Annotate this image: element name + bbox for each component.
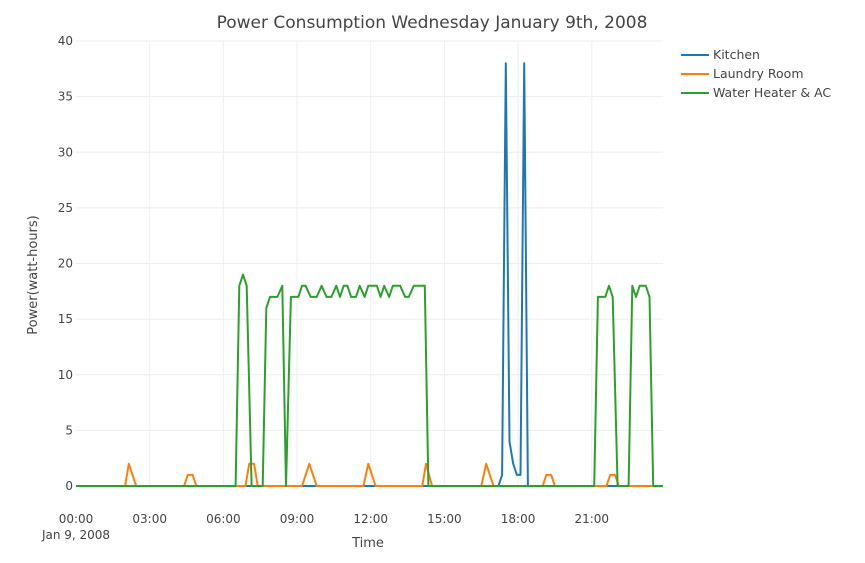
y-tick-label: 30 [58,145,73,159]
x-axis-ticks: 00:00 Jan 9, 2008 03:00 06:00 09:00 12:00 15:0… [41,512,609,542]
x-tick-label: 00:00 [59,512,94,526]
x-tick-label: 15:00 [427,512,462,526]
series-line-water-heater-ac [76,273,663,487]
x-tick-label: 06:00 [206,512,241,526]
x-tick-label: 03:00 [132,512,167,526]
y-tick-label: 35 [58,90,73,104]
legend-label: Laundry Room [713,66,804,81]
y-tick-label: 25 [58,201,73,215]
y-tick-label: 10 [58,368,73,382]
y-tick-label: 0 [65,479,73,493]
y-tick-label: 20 [58,257,73,271]
x-tick-label: 09:00 [280,512,315,526]
x-tick-sublabel: Jan 9, 2008 [41,528,110,542]
x-tick-label: 21:00 [574,512,609,526]
legend-item-kitchen[interactable]: Kitchen [681,47,760,62]
x-tick-label: 12:00 [353,512,388,526]
legend-item-laundry-room[interactable]: Laundry Room [681,66,804,81]
x-axis-title: Time [351,536,384,551]
x-tick-label: 18:00 [501,512,536,526]
grid [76,40,663,487]
legend[interactable]: Kitchen Laundry Room Water Heater & AC [681,47,831,100]
legend-label: Kitchen [713,47,760,62]
y-tick-label: 15 [58,312,73,326]
y-axis-title: Power(watt-hours) [26,215,41,334]
chart-title: Power Consumption Wednesday January 9th,… [217,13,648,33]
legend-label: Water Heater & AC [713,85,831,100]
y-tick-label: 40 [58,34,73,48]
legend-item-water-heater-ac[interactable]: Water Heater & AC [681,85,831,100]
series-lines [76,62,663,487]
series-line-laundry-room [76,462,663,487]
y-tick-label: 5 [65,423,73,437]
y-axis-ticks: 0 5 10 15 20 25 30 35 40 [58,34,73,493]
series-line-kitchen [76,62,663,487]
